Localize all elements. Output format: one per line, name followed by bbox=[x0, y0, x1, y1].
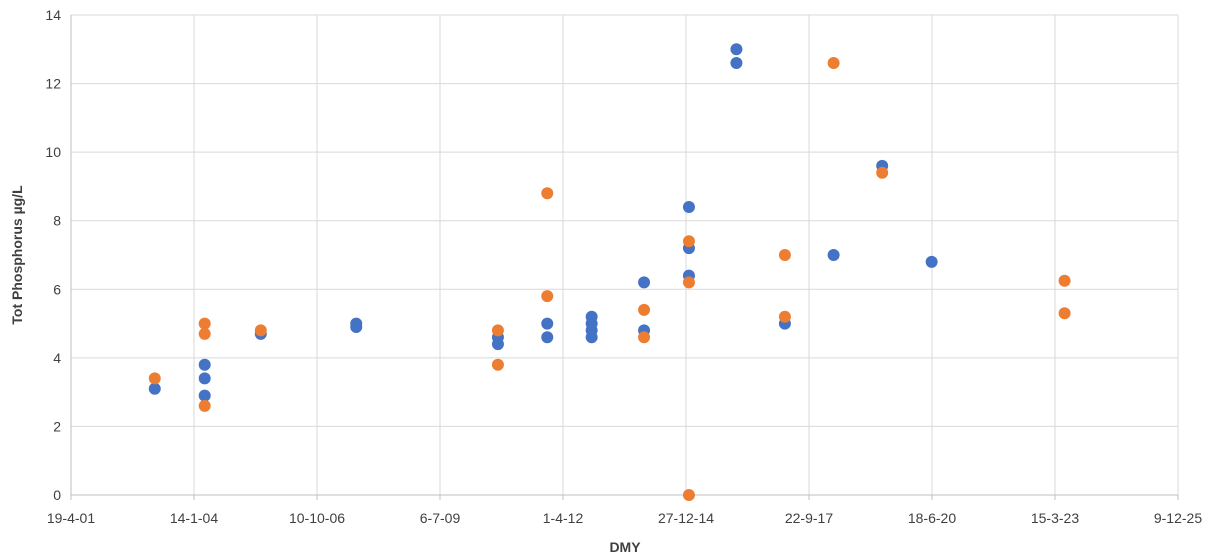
scatter-point-series-2 bbox=[1058, 274, 1071, 287]
scatter-point-series-2 bbox=[198, 327, 211, 340]
x-tick-label: 14-1-04 bbox=[170, 510, 218, 526]
scatter-point-series-2 bbox=[827, 57, 840, 69]
scatter-point-series-2 bbox=[198, 317, 211, 330]
scatter-point-series-2 bbox=[682, 276, 695, 289]
scatter-point-series-2 bbox=[778, 310, 791, 323]
scatter-point-series-1 bbox=[198, 389, 211, 402]
y-tick-label: 2 bbox=[53, 418, 61, 434]
x-tick-label: 19-4-01 bbox=[47, 510, 95, 526]
y-tick-label: 10 bbox=[45, 144, 61, 160]
y-tick-label: 14 bbox=[45, 7, 61, 23]
scatter-point-series-2 bbox=[1058, 307, 1071, 320]
scatter-point-series-1 bbox=[730, 57, 743, 69]
gridlines bbox=[71, 14, 1179, 495]
scatter-point-series-2 bbox=[876, 166, 889, 179]
scatter-point-series-2 bbox=[491, 324, 504, 337]
scatter-point-series-2 bbox=[682, 235, 695, 248]
scatter-point-series-2 bbox=[541, 187, 554, 200]
scatter-point-series-1 bbox=[148, 382, 161, 395]
y-tick-label: 8 bbox=[53, 213, 61, 229]
x-tick-label: 22-9-17 bbox=[785, 510, 833, 526]
scatter-point-series-2 bbox=[638, 303, 651, 316]
x-tick-label: 15-3-23 bbox=[1031, 510, 1079, 526]
y-tick-label: 6 bbox=[53, 281, 61, 297]
y-tick-label: 12 bbox=[45, 76, 61, 92]
scatter-point-series-1 bbox=[827, 249, 840, 261]
scatter-point-series-2 bbox=[491, 358, 504, 371]
y-tick-label: 0 bbox=[53, 487, 61, 503]
scatter-point-series-1 bbox=[198, 358, 211, 371]
x-tick-label: 10-10-06 bbox=[289, 510, 345, 526]
scatter-point-series-2 bbox=[198, 399, 211, 412]
scatter-point-series-1 bbox=[730, 43, 743, 56]
scatter-point-series-1 bbox=[198, 372, 211, 385]
tick-labels: 0 2 4 6 8 10 12 14 19-4-01 14-1-04 10-10-06 6-7-09 1… bbox=[45, 7, 1202, 526]
scatter-point-series-1 bbox=[638, 276, 651, 289]
scatter-point-series-2 bbox=[148, 372, 161, 385]
scatter-point-series-1 bbox=[925, 255, 938, 268]
scatter-point-series-1 bbox=[541, 317, 554, 330]
axes bbox=[70, 15, 1179, 500]
data-points bbox=[148, 43, 1071, 501]
x-tick-label: 6-7-09 bbox=[420, 510, 461, 526]
scatter-point-series-1 bbox=[541, 331, 554, 344]
scatter-point-series-2 bbox=[254, 324, 267, 337]
x-tick-label: 9-12-25 bbox=[1154, 510, 1202, 526]
y-tick-label: 4 bbox=[53, 350, 61, 366]
scatter-point-series-2 bbox=[541, 290, 554, 303]
y-axis-title: Tot Phosphorus µg/L bbox=[9, 185, 25, 325]
scatter-point-series-1 bbox=[350, 321, 363, 333]
x-axis-title: DMY bbox=[609, 539, 641, 555]
x-tick-label: 27-12-14 bbox=[658, 510, 714, 526]
scatter-point-series-2 bbox=[778, 249, 791, 261]
x-tick-label: 18-6-20 bbox=[908, 510, 956, 526]
scatter-point-series-1 bbox=[682, 201, 695, 213]
scatter-point-series-2 bbox=[638, 331, 651, 344]
scatter-point-series-2 bbox=[682, 489, 695, 501]
scatter-point-series-1 bbox=[585, 331, 598, 344]
x-tick-label: 1-4-12 bbox=[543, 510, 584, 526]
scatter-point-series-1 bbox=[491, 338, 504, 351]
